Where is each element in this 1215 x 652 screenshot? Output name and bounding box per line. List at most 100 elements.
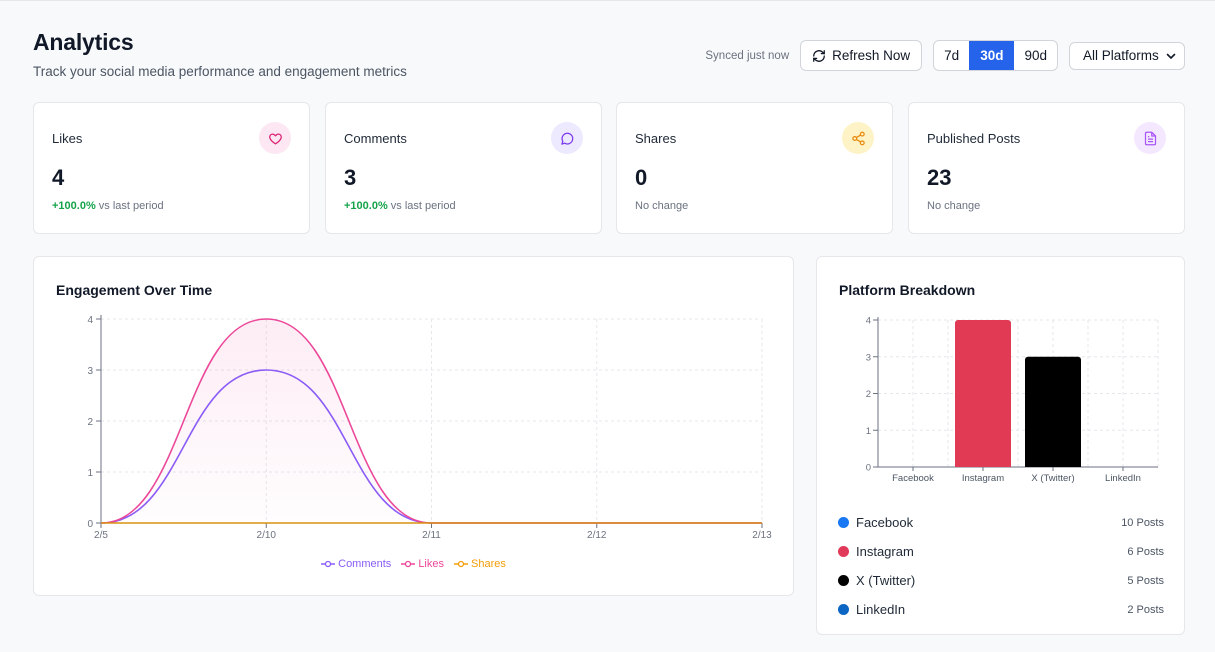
platform-name: Instagram [856, 544, 914, 559]
refresh-button[interactable]: Refresh Now [800, 40, 923, 71]
range-selector: 7d 30d 90d [933, 40, 1058, 71]
chevron-down-icon [1166, 53, 1176, 59]
stat-change-percent: +100.0% [52, 200, 96, 212]
platform-post-count: 6 Posts [1127, 545, 1164, 558]
stat-change-suffix: vs last period [98, 200, 164, 212]
platform-filter-value: All Platforms [1083, 48, 1159, 63]
bar-base [1025, 463, 1081, 467]
engagement-chart-card: Engagement Over Time 0 1 2 3 4 2/5 2/10 2/11 2/1… [33, 256, 794, 596]
stat-icon-badge [1134, 122, 1166, 154]
x-tick-label: 2/11 [422, 530, 441, 541]
stat-change: +100.0% vs last period [344, 200, 456, 212]
range-30d-button[interactable]: 30d [969, 41, 1015, 70]
y-tick-label: 4 [87, 315, 93, 326]
x-tick-label: Instagram [962, 473, 1004, 484]
platform-list: Facebook 10 Posts Instagram 6 Posts X (T… [838, 508, 1164, 624]
platform-name: LinkedIn [856, 602, 906, 617]
x-tick-label: LinkedIn [1105, 473, 1141, 484]
legend-line-icon [454, 560, 468, 568]
platform-name: X (Twitter) [856, 573, 916, 588]
y-tick-label: 2 [87, 417, 93, 428]
stat-card-shares: Shares 0 No change [616, 102, 893, 234]
platform-row-instagram[interactable]: Instagram 6 Posts [838, 537, 1164, 566]
sync-status: Synced just now [705, 49, 790, 62]
stat-card-comments: Comments 3 +100.0% vs last period [325, 102, 602, 234]
stat-change: No change [927, 200, 980, 212]
platform-post-count: 2 Posts [1127, 603, 1164, 616]
legend-item-likes[interactable]: Likes [401, 558, 444, 570]
legend-label: Shares [471, 558, 506, 570]
legend-item-comments[interactable]: Comments [321, 558, 391, 570]
y-tick-label: 3 [87, 366, 93, 377]
x-tick-label: 2/5 [94, 530, 108, 541]
stat-change: No change [635, 200, 688, 212]
legend-item-shares[interactable]: Shares [454, 558, 506, 570]
range-7d-button[interactable]: 7d [944, 48, 960, 63]
stat-card-likes: Likes 4 +100.0% vs last period [33, 102, 310, 234]
y-tick-label: 4 [866, 316, 871, 327]
stat-change-suffix: vs last period [390, 200, 456, 212]
x-tick-label: X (Twitter) [1031, 473, 1074, 484]
bar-instagram [955, 320, 1011, 467]
refresh-icon [813, 49, 826, 62]
share-icon [851, 131, 865, 145]
legend-line-icon [321, 560, 336, 568]
stat-value: 23 [927, 165, 952, 190]
stat-label: Shares [635, 131, 677, 146]
platform-breakdown-title: Platform Breakdown [839, 282, 976, 298]
y-tick-label: 0 [87, 519, 93, 530]
platform-row-x-twitter[interactable]: X (Twitter) 5 Posts [838, 566, 1164, 595]
platform-color-dot [838, 546, 849, 557]
stat-label: Likes [52, 131, 83, 146]
page-header: Analytics Track your social media perfor… [33, 29, 407, 79]
stat-label: Published Posts [927, 131, 1021, 146]
bar-base [955, 463, 1011, 467]
platform-row-facebook[interactable]: Facebook 10 Posts [838, 508, 1164, 537]
platform-color-dot [838, 517, 849, 528]
stat-card-published-posts: Published Posts 23 No change [908, 102, 1185, 234]
stat-value: 3 [344, 165, 357, 190]
y-tick-label: 0 [866, 463, 871, 474]
stat-change-percent: +100.0% [344, 200, 388, 212]
engagement-line-chart: 0 1 2 3 4 2/5 2/10 2/11 2/12 2/13 [87, 315, 772, 541]
x-tick-label: 2/12 [587, 530, 607, 541]
y-tick-label: 3 [866, 352, 871, 363]
engagement-legend: Comments Likes Shares [34, 558, 793, 570]
stat-icon-badge [842, 122, 874, 154]
stat-icon-badge [551, 122, 583, 154]
y-tick-label: 1 [866, 426, 871, 437]
engagement-chart-title: Engagement Over Time [56, 282, 213, 298]
stat-change: +100.0% vs last period [52, 200, 164, 212]
platform-breakdown-card: Platform Breakdown 0 1 2 3 4 Facebook Instagra… [816, 256, 1185, 635]
x-tick-label: 2/10 [257, 530, 277, 541]
platform-color-dot [838, 575, 849, 586]
heart-icon [268, 133, 282, 144]
stat-change-suffix: No change [635, 200, 689, 212]
platform-bar-chart: 0 1 2 3 4 Facebook Instagram X (Twitter) LinkedI… [866, 316, 1159, 484]
stat-value: 4 [52, 165, 65, 190]
stat-change-suffix: No change [927, 200, 981, 212]
y-tick-label: 2 [866, 389, 871, 400]
platform-post-count: 5 Posts [1127, 574, 1164, 587]
message-circle-icon [560, 132, 573, 145]
platform-post-count: 10 Posts [1121, 516, 1164, 529]
platform-color-dot [838, 604, 849, 615]
header-controls: Synced just now Refresh Now 7d 30d 90d A… [705, 40, 1185, 71]
x-tick-label: 2/13 [752, 530, 772, 541]
range-90d-button[interactable]: 90d [1024, 48, 1047, 63]
stat-value: 0 [635, 165, 648, 190]
x-tick-label: Facebook [892, 473, 934, 484]
stat-icon-badge [259, 122, 291, 154]
legend-label: Likes [418, 558, 444, 570]
refresh-label: Refresh Now [832, 48, 911, 63]
y-tick-label: 1 [87, 468, 93, 479]
file-text-icon [1144, 131, 1156, 145]
platform-filter-select[interactable]: All Platforms [1069, 41, 1185, 70]
legend-line-icon [401, 560, 416, 568]
platform-row-linkedin[interactable]: LinkedIn 2 Posts [838, 595, 1164, 624]
stat-label: Comments [344, 131, 407, 146]
page-title: Analytics [33, 29, 134, 55]
platform-name: Facebook [856, 515, 914, 530]
bar-x-twitter- [1025, 356, 1081, 467]
page-subtitle: Track your social media performance and … [33, 64, 407, 79]
